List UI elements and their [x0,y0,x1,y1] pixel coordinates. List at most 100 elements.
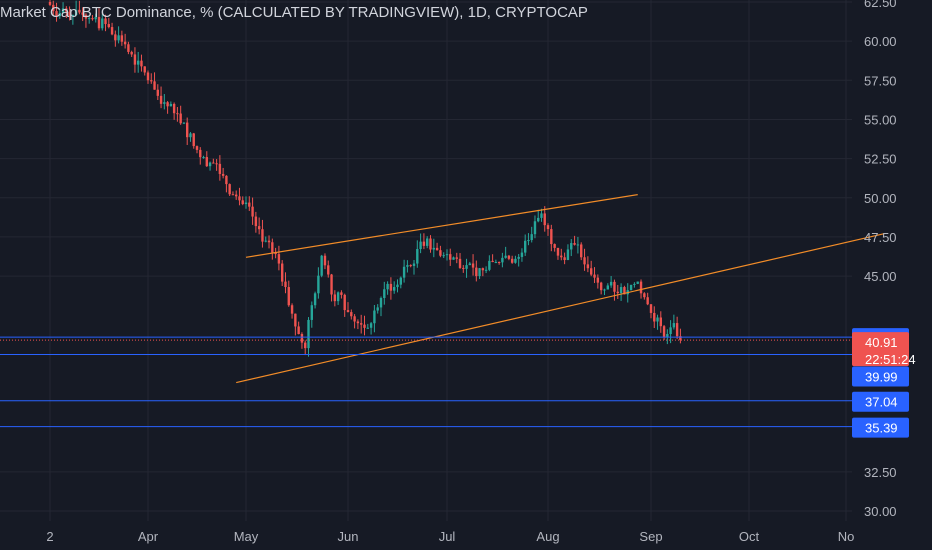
candle-body [61,8,65,13]
candle-body [218,163,222,174]
candle-body [267,240,271,243]
candle-body [327,265,330,275]
candle-body [221,173,225,176]
x-tick-label: Aug [536,529,559,544]
candle-body [48,2,52,5]
candle-body [636,281,639,284]
candle-body [583,257,586,265]
y-tick-label: 50.00 [864,191,897,206]
candle-body [596,277,600,283]
candle-body [336,292,340,302]
candle-body [81,12,84,15]
x-axis[interactable]: 2 Apr May Jun Jul Aug Sep Oct No [46,529,854,544]
candle-body [406,265,409,267]
candle-body [546,225,550,230]
candle-body [475,267,478,277]
candle-body [570,243,573,250]
candle-body [523,240,527,253]
candle-body [471,263,475,268]
candle-body [163,102,166,104]
candle-body [127,44,130,52]
candle-body [297,326,300,335]
y-tick-label: 45.00 [864,269,897,284]
candle-body [366,327,369,329]
y-tick-label: 52.50 [864,152,897,167]
y-tick-label: 32.50 [864,465,897,480]
candle-body [455,257,458,259]
x-tick-label: 2 [46,529,53,544]
candle-body [537,217,540,222]
horizontal-levels[interactable] [0,336,852,428]
candle-body [468,263,472,266]
candle-body [593,274,596,278]
candle-body [130,51,133,55]
y-tick-label: 57.50 [864,73,897,88]
candle-body [287,287,290,306]
candle-body [179,113,182,124]
candle-body [251,206,254,217]
candle-body [330,274,333,295]
candle-body [560,255,563,258]
candle-body [52,4,55,12]
candle-body [629,284,633,291]
candle-body [274,252,277,255]
trendline[interactable] [245,194,638,258]
candle-body [426,238,429,246]
candle-body [110,27,114,35]
trendline[interactable] [236,233,884,384]
candle-body [659,317,662,327]
candle-body [340,292,343,295]
candle-body [646,297,649,305]
candle-body [363,324,366,328]
candle-body [208,162,212,167]
candle-body [199,149,202,158]
candle-body [350,312,353,317]
candle-body [172,103,176,114]
candle-body [442,255,445,257]
candle-body [182,122,186,124]
candle-body [540,213,543,218]
candle-body [271,242,274,253]
candle-body [215,163,218,165]
candle-body [653,312,656,322]
candle-body [78,9,81,13]
candle-body [623,287,626,295]
y-tick-label: 55.00 [864,112,897,127]
candle-body [277,254,281,264]
candle-body [679,336,682,341]
candle-body [439,250,442,256]
x-tick-label: May [234,529,259,544]
candle-body [356,321,360,324]
candle-body [402,266,406,278]
candle-body [323,255,327,266]
candle-body [527,240,530,242]
trendlines[interactable] [236,194,884,384]
candle-body [107,24,110,28]
y-axis[interactable]: 62.50 60.00 57.50 55.00 52.50 50.00 47.50 45.00… [864,0,897,519]
candle-body [435,247,439,251]
candle-body [429,238,432,250]
candle-body [353,316,356,322]
candle-body [386,283,389,290]
candle-body [501,257,504,263]
candle-body [166,102,169,107]
candle-body [491,260,494,263]
candle-body [504,255,507,258]
candle-body [307,319,310,349]
candle-body [416,249,419,264]
candle-body [517,256,520,259]
candle-body [146,72,150,81]
last-price-badge-text: 40.91 [865,335,898,350]
candle-body [675,323,679,337]
candle-body [553,244,556,248]
candle-body [74,9,78,16]
candle-body [662,326,666,337]
candle-body [320,255,323,276]
candle-body [343,294,346,311]
candle-body [186,122,189,138]
candle-body [91,18,94,20]
candle-body [261,229,264,242]
candle-body [599,282,603,291]
